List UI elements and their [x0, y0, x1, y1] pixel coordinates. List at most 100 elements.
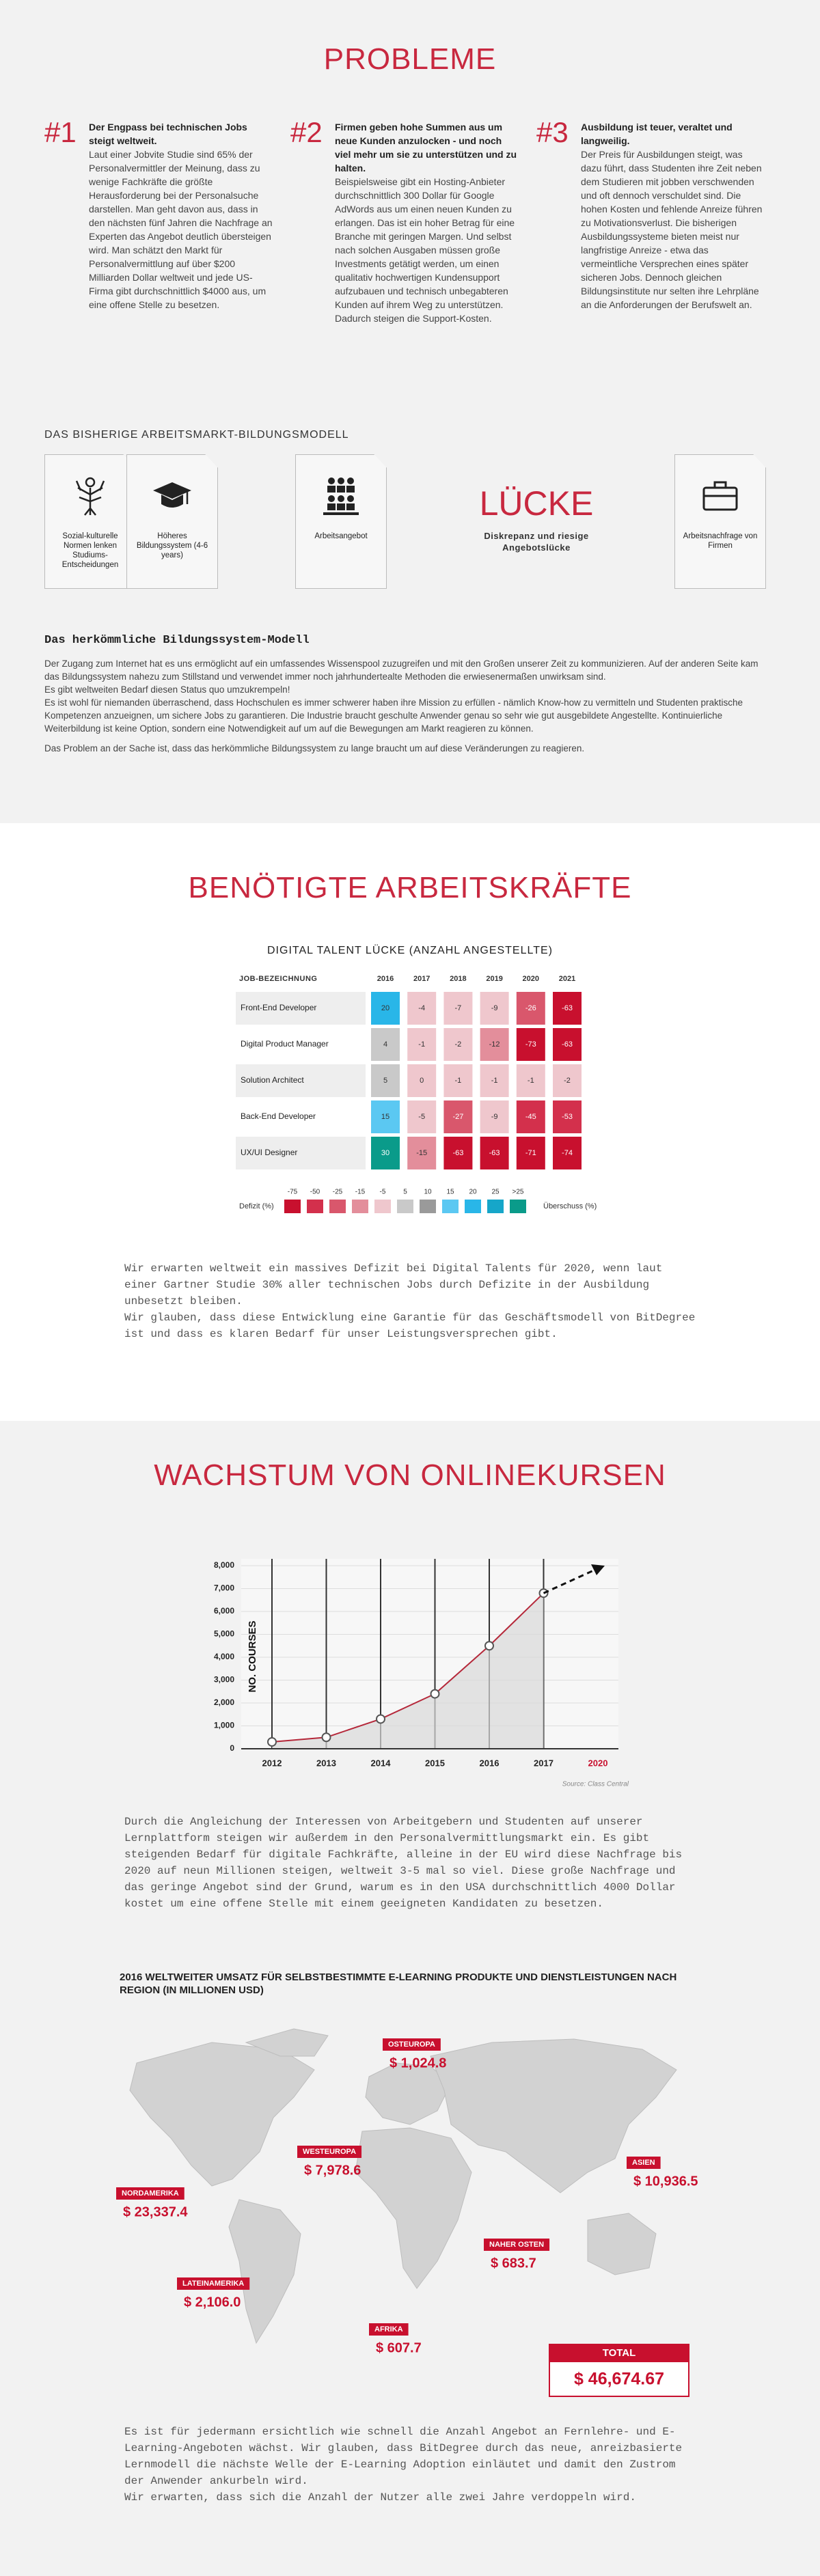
- problem-text: Laut einer Jobvite Studie sind 65% der P…: [89, 149, 273, 310]
- point: [321, 1732, 331, 1743]
- cell-label: -9: [491, 1113, 498, 1121]
- cell-label: -63: [452, 1149, 463, 1157]
- heatmap-cell: [480, 992, 509, 1025]
- cell-label: -45: [525, 1113, 536, 1121]
- heatmap-cell: [371, 1064, 400, 1097]
- y-tick-label: 2,000: [214, 1698, 234, 1707]
- heatmap-cell: [407, 1064, 437, 1097]
- total-label: TOTAL: [603, 2347, 636, 2359]
- cell-label: 4: [383, 1040, 387, 1049]
- region-name: LATEINAMERIKA: [182, 2280, 244, 2288]
- cell-label: -5: [418, 1113, 425, 1121]
- y-tick-label: 3,000: [214, 1675, 234, 1685]
- row-label: Front-End Developer: [241, 1003, 316, 1012]
- column-header: 2020: [523, 975, 539, 983]
- region-tag: [383, 2038, 441, 2051]
- paragraph: Durch die Angleichung der Interessen von…: [124, 1816, 683, 1910]
- problem: Ausbildung ist teuer, veraltet und langw…: [581, 120, 765, 311]
- legend-swatch: [420, 1200, 436, 1213]
- model-box: Sozial-kulturelle Normen lenken Studiums…: [44, 454, 136, 589]
- box-label: Sozial-kulturelle Normen lenken Studiums…: [62, 532, 119, 569]
- cell-label: -1: [455, 1077, 462, 1085]
- cell-label: -4: [418, 1004, 425, 1012]
- legend-tick: 25: [491, 1189, 500, 1196]
- heatmap-cell: [480, 1028, 509, 1061]
- total-value: $ 46,674.67: [574, 2370, 664, 2389]
- problem-heading: Ausbildung ist teuer, veraltet und langw…: [581, 122, 733, 146]
- legend-swatch: [374, 1200, 391, 1213]
- heatmap-cell: [443, 1100, 473, 1133]
- paragraph: Das Problem an der Sache ist, dass das h…: [44, 743, 585, 753]
- heatmap-cell: [407, 1028, 437, 1061]
- region-value: $ 10,936.5: [633, 2174, 698, 2189]
- gap-title: LÜCKE: [479, 484, 594, 523]
- region-value: $ 7,978.6: [304, 2163, 361, 2178]
- cell-label: -26: [525, 1004, 536, 1012]
- region-tag: [627, 2157, 661, 2169]
- y-axis-label: NO. COURSES: [247, 1620, 258, 1692]
- paragraph: Wir glauben, dass diese Entwicklung eine…: [124, 1312, 696, 1340]
- point: [267, 1736, 277, 1747]
- heatmap-cell: [443, 992, 473, 1025]
- column-header: 2018: [450, 975, 466, 983]
- legend-swatch: [284, 1200, 301, 1213]
- x-tick-label: 2016: [480, 1758, 500, 1768]
- column-header: 2016: [377, 975, 394, 983]
- cell-label: -74: [562, 1149, 573, 1157]
- legend-tick: >25: [512, 1189, 524, 1196]
- legend-tick: -75: [288, 1189, 298, 1196]
- paragraph: Es gibt weltweiten Bedarf diesen Status …: [44, 684, 290, 695]
- region-tag: [177, 2277, 250, 2290]
- heatmap-cell: [371, 1028, 400, 1061]
- region-name: ASIEN: [632, 2159, 655, 2167]
- legend-label: Defizit (%): [239, 1202, 274, 1210]
- model-box: Arbeitsangebot: [295, 454, 387, 589]
- cell-label: 5: [383, 1077, 387, 1085]
- heatmap-cell: [553, 1028, 582, 1061]
- legend-tick: -5: [380, 1189, 386, 1196]
- legend-swatch: [307, 1200, 323, 1213]
- heatmap-cell: [553, 1137, 582, 1169]
- row-background: [236, 1064, 366, 1097]
- heatmap-cell: [443, 1137, 473, 1169]
- region-tag: [297, 2146, 362, 2158]
- cell-label: 30: [381, 1149, 390, 1157]
- y-tick-label: 7,000: [214, 1583, 234, 1593]
- heatmap-cell: [371, 1100, 400, 1133]
- region-name: NORDAMERIKA: [122, 2189, 179, 2198]
- paragraph: Es ist wohl für niemanden überraschend, …: [44, 697, 743, 734]
- cell-label: -1: [418, 1040, 425, 1049]
- heatmap-cell: [516, 1100, 545, 1133]
- outlook-text: Es ist für jedermann ersichtlich wie sch…: [124, 2424, 698, 2506]
- row-background: [236, 992, 366, 1025]
- x-tick-label: 2012: [262, 1758, 282, 1768]
- heatmap-cell: [371, 1137, 400, 1169]
- heatmap-cell: [407, 992, 437, 1025]
- heatmap-cell: [480, 1137, 509, 1169]
- legend-swatch: [329, 1200, 346, 1213]
- paragraph: Es ist für jedermann ersichtlich wie sch…: [124, 2426, 683, 2487]
- cell-label: -63: [562, 1040, 573, 1049]
- y-tick-label: 0: [230, 1743, 234, 1753]
- paragraph: Wir erwarten, dass sich die Anzahl der N…: [124, 2491, 636, 2504]
- problem-number: #1: [44, 116, 77, 148]
- heatmap-cell: [443, 1064, 473, 1097]
- row-label: Solution Architect: [241, 1075, 304, 1085]
- problem-text: Beispielsweise gibt ein Hosting-Anbieter…: [335, 176, 515, 324]
- map-title: 2016 WELTWEITER UMSATZ FÜR SELBSTBESTIMM…: [120, 1971, 677, 1996]
- legend-tick: -50: [310, 1189, 320, 1196]
- problem: Der Engpass bei technischen Jobs steigt …: [89, 120, 273, 311]
- cell-label: -27: [452, 1113, 463, 1121]
- y-tick-label: 6,000: [214, 1606, 234, 1616]
- education-text: Der Zugang zum Internet hat es uns ermög…: [44, 657, 776, 755]
- region-value: $ 607.7: [376, 2340, 422, 2355]
- heatmap-cell: [480, 1064, 509, 1097]
- legend-swatch: [465, 1200, 481, 1213]
- heatmap-cell: [407, 1100, 437, 1133]
- cell-label: 20: [381, 1004, 390, 1012]
- talents-text: Wir erwarten weltweit ein massives Defiz…: [124, 1260, 698, 1342]
- heatmap-cell: [516, 1064, 545, 1097]
- section-title: WACHSTUM VON ONLINEKURSEN: [154, 1458, 666, 1492]
- legend-tick: 20: [469, 1189, 477, 1196]
